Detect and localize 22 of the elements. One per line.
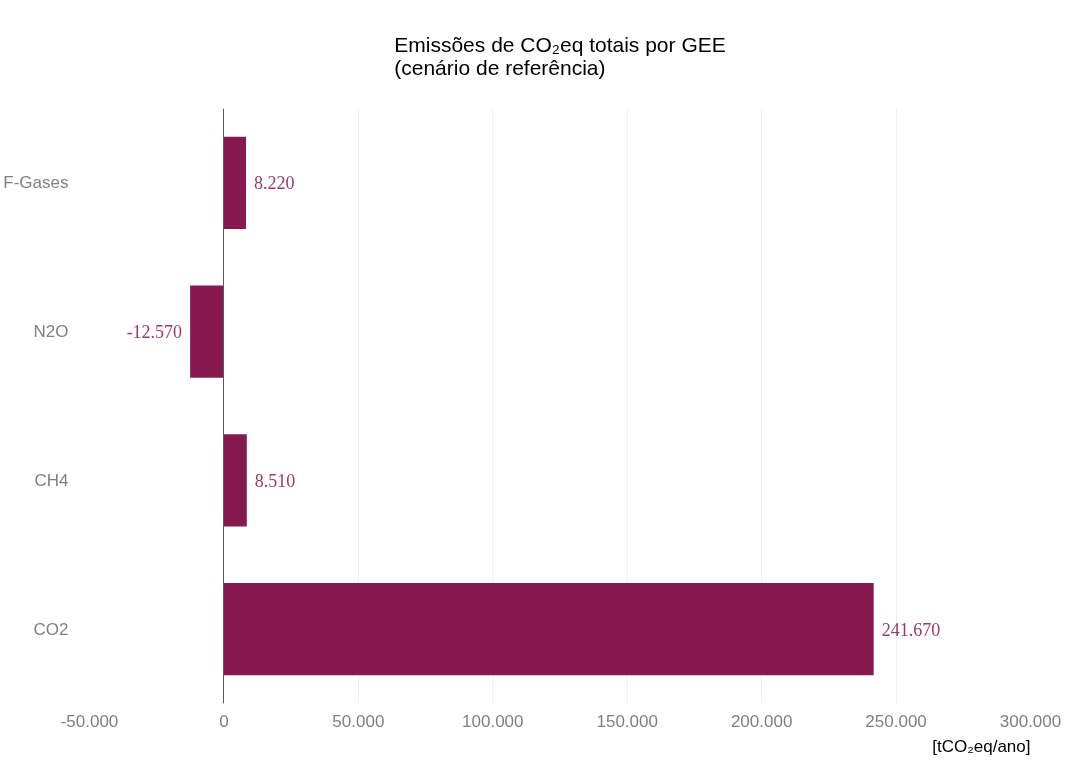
x-tick-label: 0 <box>219 711 229 731</box>
x-tick-label: 50.000 <box>332 711 385 731</box>
data-label: 241.670 <box>881 619 941 640</box>
data-label: 8.220 <box>254 173 295 194</box>
x-tick-label: 200.000 <box>730 711 793 731</box>
x-tick-label: 100.000 <box>462 711 524 731</box>
y-tick-label: F-Gases <box>3 173 69 193</box>
chart-title: Emissões de CO₂eq totais por GEE (cenário de referência) <box>394 32 726 79</box>
data-label: 8.510 <box>254 470 296 491</box>
bar <box>223 136 247 229</box>
bar <box>223 434 247 527</box>
bar <box>190 285 224 378</box>
y-tick-label: N2O <box>33 322 69 342</box>
x-axis-title: [tCO₂eq/ano] <box>932 736 1031 756</box>
data-label: -12.570 <box>126 322 183 343</box>
x-tick-label: 150.000 <box>596 711 658 731</box>
bar <box>223 583 874 676</box>
x-tick-label: -50.000 <box>60 711 119 731</box>
y-tick-label: CH4 <box>34 470 69 490</box>
x-tick-label: 250.000 <box>865 711 927 731</box>
y-tick-label: CO2 <box>33 619 69 639</box>
x-tick-label: 300.000 <box>999 711 1062 731</box>
